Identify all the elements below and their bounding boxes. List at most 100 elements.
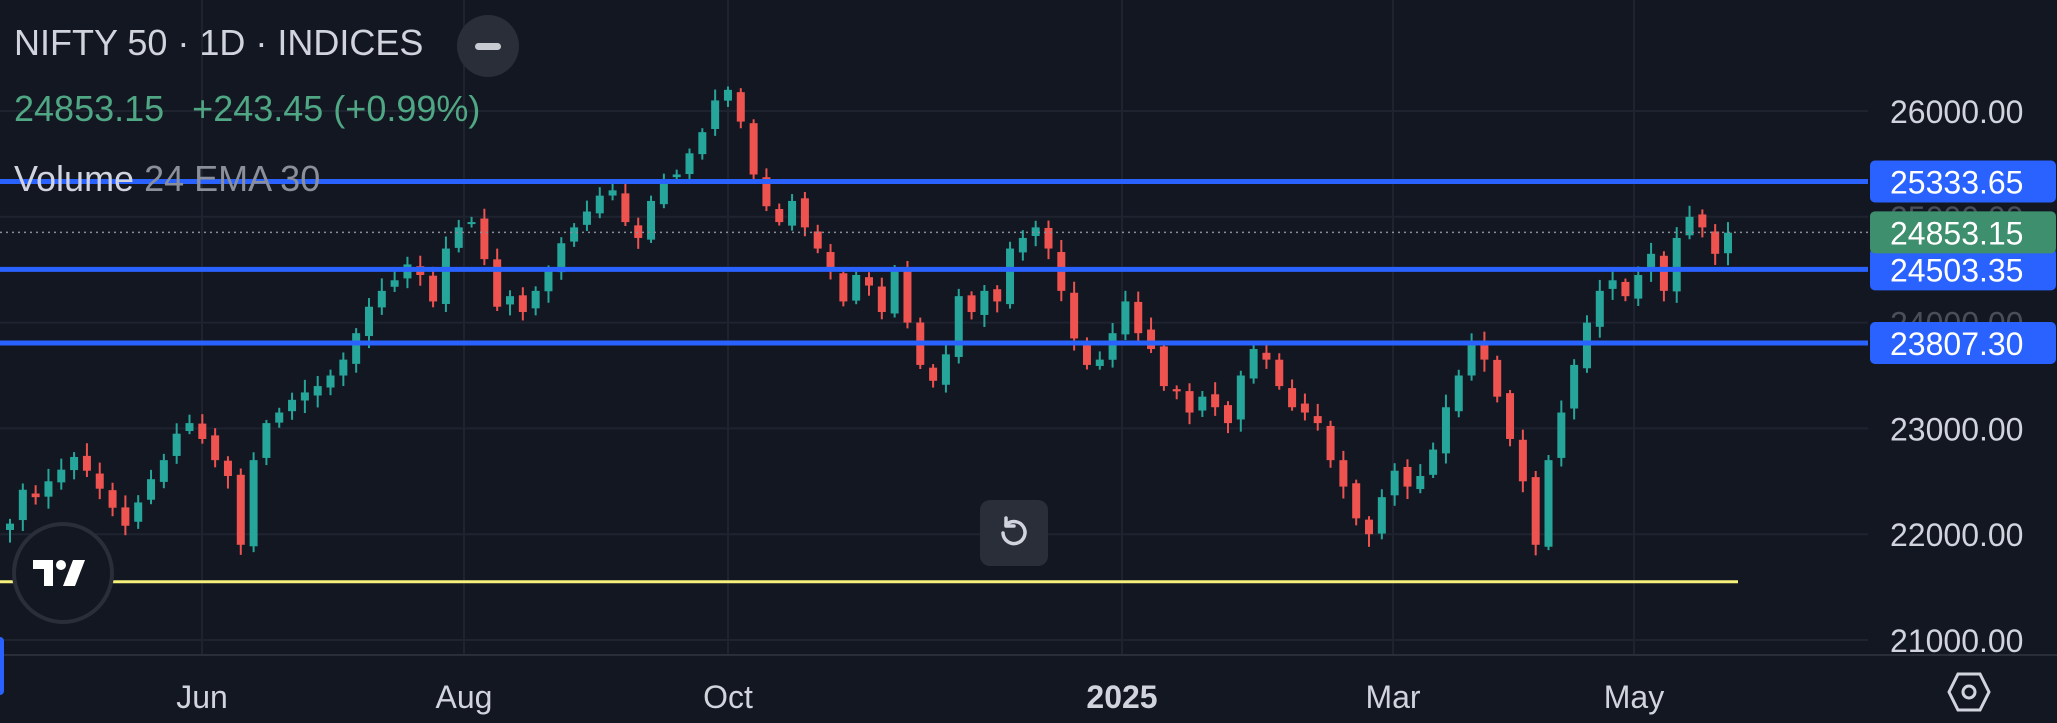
- candle-body: [1608, 280, 1617, 289]
- candle-body: [1506, 393, 1515, 439]
- x-axis-tick-label: Oct: [703, 679, 753, 715]
- candle-body: [1300, 403, 1309, 413]
- candle-body: [1659, 255, 1668, 291]
- candle-body: [1339, 460, 1348, 487]
- candle-body: [313, 386, 322, 396]
- candle-body: [31, 493, 40, 498]
- last-price-tag-label: 24853.15: [1890, 215, 2023, 251]
- tradingview-logo[interactable]: [12, 522, 114, 624]
- rotate-ccw-icon: [1001, 516, 1027, 546]
- price-tag-25333-65: [1870, 160, 2056, 203]
- candle-body: [929, 367, 938, 381]
- candle-body: [1006, 248, 1015, 305]
- last-price-value: 24853.15: [14, 88, 165, 129]
- candle-body: [223, 460, 232, 477]
- price-tag-label: 23807.30: [1890, 326, 2023, 362]
- candle-body: [326, 375, 335, 388]
- candle-body: [147, 479, 156, 500]
- candle-body: [1172, 389, 1181, 392]
- candle-body: [634, 225, 643, 238]
- candle-body: [570, 227, 579, 242]
- candle-body: [1557, 412, 1566, 458]
- candle-body: [954, 296, 963, 357]
- candle-body: [1672, 237, 1681, 292]
- candle-body: [82, 455, 91, 471]
- last-price-tag: [1870, 211, 2056, 254]
- candle-body: [1570, 364, 1579, 409]
- y-axis-tick-label: 26000.00: [1890, 94, 2023, 130]
- candle-body: [993, 289, 1002, 302]
- candle-body: [800, 198, 809, 228]
- candle-body: [44, 481, 53, 497]
- collapse-legend-button[interactable]: [457, 15, 519, 77]
- minus-circle-icon: [475, 42, 501, 50]
- candle-body: [531, 290, 540, 309]
- candle-body: [1211, 394, 1220, 408]
- price-tag-label: 24503.35: [1890, 252, 2023, 288]
- x-axis-tick-label: May: [1604, 679, 1664, 715]
- candle-body: [736, 92, 745, 122]
- candle-body: [1531, 477, 1540, 545]
- candle-body: [608, 190, 617, 196]
- y-axis-tick-label: 23000.00: [1890, 411, 2023, 447]
- candle-body: [1441, 407, 1450, 454]
- indicator-params: 24 EMA 30: [144, 158, 321, 199]
- candle-body: [467, 222, 476, 225]
- candle-body: [493, 259, 502, 307]
- candle-body: [723, 89, 732, 101]
- candle-body: [775, 209, 784, 223]
- candle-body: [595, 195, 604, 214]
- candle-body: [582, 211, 591, 225]
- candle-body: [441, 248, 450, 304]
- candle-body: [1480, 344, 1489, 360]
- candle-body: [95, 473, 104, 489]
- candle-body: [1390, 470, 1399, 496]
- candle-body: [429, 275, 438, 302]
- candle-body: [941, 354, 950, 385]
- candle-body: [454, 227, 463, 248]
- candle-body: [698, 132, 707, 155]
- candle-body: [236, 474, 245, 545]
- candle-body: [1198, 396, 1207, 411]
- candle-body: [1429, 449, 1438, 475]
- candle-body: [1018, 237, 1027, 253]
- candle-body: [1070, 292, 1079, 339]
- candle-body: [57, 469, 66, 483]
- candle-body: [788, 200, 797, 226]
- candle-body: [685, 153, 694, 175]
- candle-body: [1044, 227, 1053, 249]
- candle-body: [1185, 391, 1194, 413]
- candle-body: [647, 200, 656, 240]
- candle-body: [557, 243, 566, 273]
- side-panel-handle[interactable]: [0, 637, 4, 695]
- candle-body: [185, 423, 194, 432]
- hexagon-settings-icon[interactable]: [1947, 672, 1991, 712]
- candle-body: [852, 274, 861, 301]
- candle-body: [1377, 497, 1386, 534]
- candle-body: [288, 399, 297, 412]
- candle-body: [159, 460, 168, 482]
- symbol-title[interactable]: NIFTY 50 · 1D · INDICES: [14, 22, 424, 63]
- candle-body: [518, 295, 527, 313]
- candle-body: [826, 252, 835, 270]
- candle-body: [1544, 460, 1553, 547]
- candle-body: [134, 502, 143, 522]
- candle-body: [364, 306, 373, 337]
- x-axis-tick-label: Aug: [436, 679, 493, 715]
- candle-body: [1031, 227, 1040, 236]
- price-tag-23807-30: [1870, 321, 2056, 364]
- candle-body: [877, 286, 886, 313]
- candle-body: [1288, 388, 1297, 408]
- price-change-value: +243.45 (+0.99%): [192, 88, 481, 129]
- volume-indicator-legend[interactable]: Volume 24 EMA 30: [14, 158, 320, 200]
- candle-body: [6, 523, 14, 530]
- candle-body: [1082, 341, 1091, 365]
- candle-body: [839, 273, 848, 302]
- candle-body: [18, 489, 27, 521]
- candle-body: [659, 179, 668, 205]
- reset-chart-button[interactable]: [980, 500, 1048, 566]
- y-axis-tick-label: 21000.00: [1890, 623, 2023, 659]
- price-tag-label: 25333.65: [1890, 164, 2023, 200]
- candle-body: [1159, 346, 1168, 387]
